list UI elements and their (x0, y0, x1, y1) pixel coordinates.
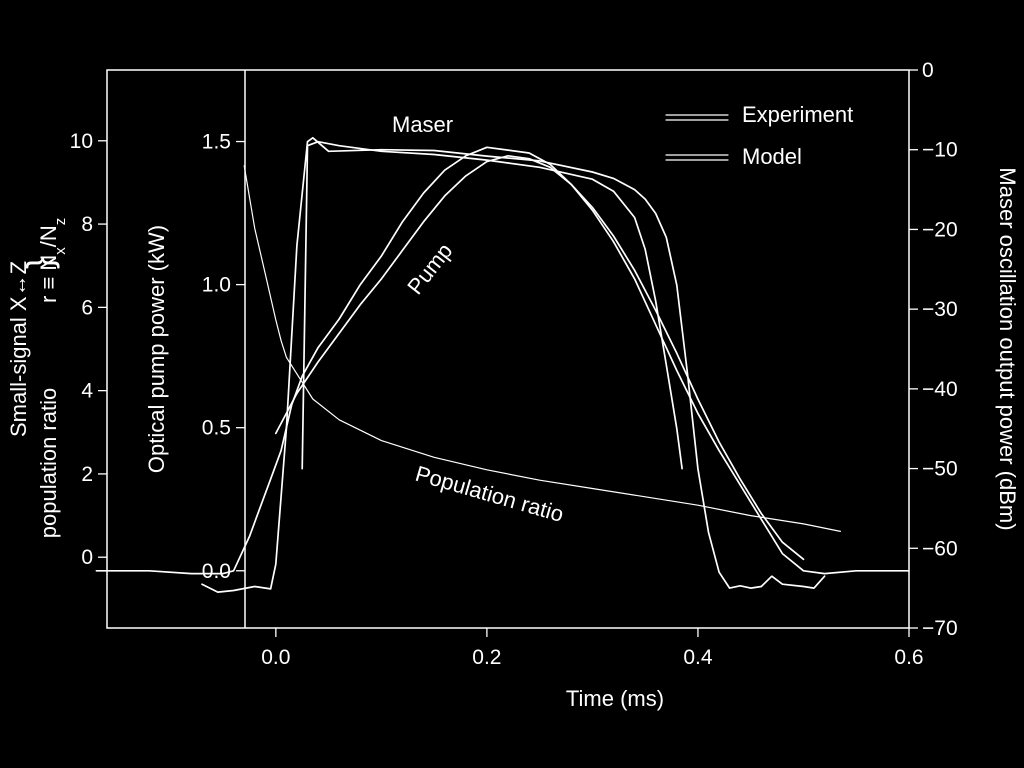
curves-layer (95, 136, 910, 593)
population-tick-label: 8 (81, 213, 93, 236)
pump-tick-label: 1.5 (202, 131, 231, 154)
legend-model-label: Model (742, 144, 802, 169)
series-pump-experiment (95, 146, 910, 575)
maser-tick-label: −30 (922, 298, 958, 321)
series-maser-experiment (201, 136, 826, 593)
pump-tick-label: 0.0 (202, 560, 231, 583)
legend-experiment-label: Experiment (742, 102, 853, 127)
formula-slash: /N (36, 225, 61, 247)
population-axis-title-line-1: Small-signal X↔Z (6, 261, 31, 437)
pump-tick-label: 1.0 (202, 274, 231, 297)
formula-r: r ≡ N (36, 255, 61, 303)
x-axis-title: Time (ms) (566, 686, 664, 711)
population-tick-label: 0 (81, 546, 93, 569)
series-maser-model (301, 140, 683, 470)
maser-tick-label: −40 (922, 378, 958, 401)
population-tick-label: 2 (81, 463, 93, 486)
formula-sub-z: z (52, 218, 69, 226)
population-axis-formula: r ≡ Nx/Nz (36, 218, 69, 303)
maser-tick-label: −50 (922, 458, 958, 481)
population-tick-label: 6 (81, 296, 93, 319)
maser-tick-label: −10 (922, 139, 958, 162)
maser-tick-label: −70 (922, 617, 958, 640)
x-tick-label: 0.2 (472, 646, 501, 669)
maser-tick-label: −20 (922, 218, 958, 241)
population-tick-label: 10 (70, 130, 93, 153)
annotation-pump: Pump (402, 238, 457, 299)
maser-tick-label: −60 (922, 537, 958, 560)
pump-tick-label: 0.5 (202, 417, 231, 440)
x-tick-label: 0.6 (894, 646, 923, 669)
population-tick-label: 4 (81, 380, 93, 403)
formula-sub-x: x (52, 247, 69, 255)
ticks-layer: 0.0 0.2 0.4 0.6 0 2 4 6 8 10 0.0 0.5 1.0 1.5 0 −10 −20 −3… (70, 59, 958, 669)
x-tick-label: 0.0 (261, 646, 290, 669)
legend: Experiment Model (665, 102, 853, 169)
series-population-ratio-model (243, 165, 841, 532)
population-axis-brace: } (19, 257, 60, 269)
maser-axis-title: Maser oscillation output power (dBm) (995, 167, 1020, 530)
plot-frame (106, 69, 910, 629)
population-axis-title-line-2: population ratio (36, 388, 61, 538)
series-pump-model (274, 154, 805, 561)
annotation-maser: Maser (392, 112, 453, 137)
x-tick-label: 0.4 (683, 646, 713, 669)
pump-axis-title: Optical pump power (kW) (144, 225, 169, 473)
maser-tick-label: 0 (922, 59, 934, 82)
